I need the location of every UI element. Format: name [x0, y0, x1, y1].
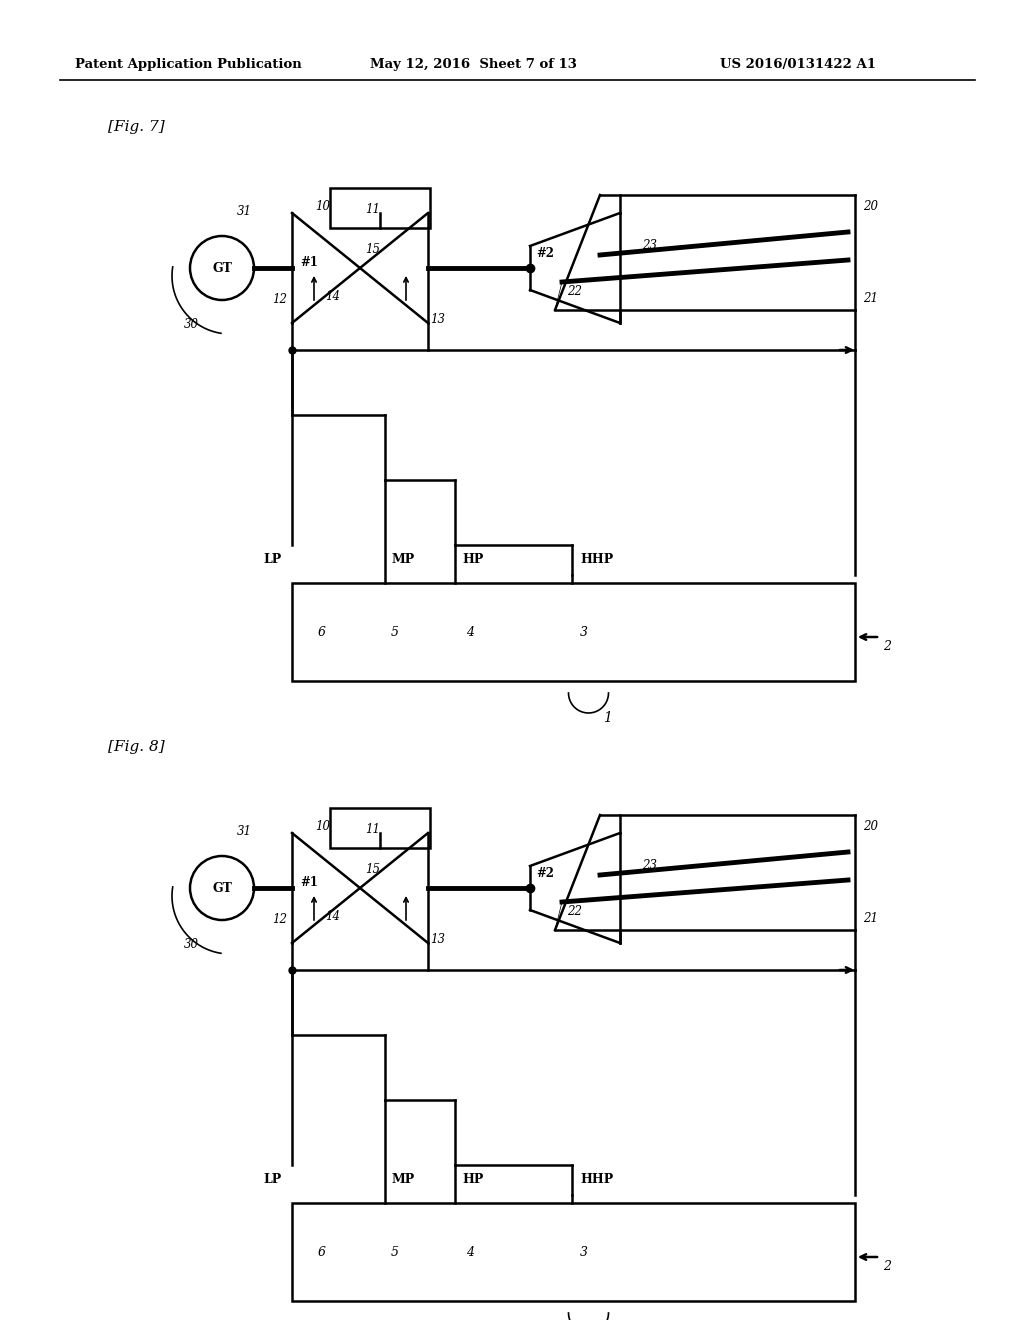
Text: 31: 31 [237, 825, 252, 838]
Text: 22: 22 [567, 906, 582, 917]
Text: 23: 23 [642, 239, 657, 252]
Text: HP: HP [462, 553, 483, 566]
Bar [330, 808, 430, 847]
Text: 30: 30 [184, 318, 199, 331]
Text: LP: LP [264, 1173, 282, 1185]
Text: 1: 1 [603, 711, 612, 725]
Text: 10: 10 [315, 820, 330, 833]
Text: MP: MP [391, 1173, 415, 1185]
Text: 4: 4 [466, 1246, 474, 1258]
Text: 31: 31 [237, 205, 252, 218]
Text: 6: 6 [318, 1246, 326, 1258]
Text: 11: 11 [365, 822, 380, 836]
Text: HHP: HHP [581, 553, 613, 566]
Text: May 12, 2016  Sheet 7 of 13: May 12, 2016 Sheet 7 of 13 [370, 58, 577, 71]
Text: HHP: HHP [581, 1173, 613, 1185]
Text: US 2016/0131422 A1: US 2016/0131422 A1 [720, 58, 876, 71]
Text: #2: #2 [536, 247, 554, 260]
Bar [292, 583, 855, 681]
Text: 22: 22 [567, 285, 582, 298]
Text: 2: 2 [883, 640, 891, 653]
Text: 10: 10 [315, 201, 330, 213]
Text: GT: GT [212, 882, 232, 895]
Text: [Fig. 7]: [Fig. 7] [108, 120, 165, 135]
Text: 20: 20 [863, 201, 878, 213]
Text: 21: 21 [863, 292, 878, 305]
Text: #1: #1 [300, 876, 317, 890]
Bar [330, 187, 430, 228]
Text: #2: #2 [536, 867, 554, 880]
Text: 15: 15 [365, 863, 380, 876]
Text: 6: 6 [318, 626, 326, 639]
Text: 23: 23 [642, 859, 657, 873]
Text: Patent Application Publication: Patent Application Publication [75, 58, 302, 71]
Text: LP: LP [264, 553, 282, 566]
Text: 4: 4 [466, 626, 474, 639]
Text: 15: 15 [365, 243, 380, 256]
Text: MP: MP [391, 553, 415, 566]
Text: #1: #1 [300, 256, 317, 269]
Text: 20: 20 [863, 820, 878, 833]
Text: 12: 12 [272, 913, 287, 927]
Text: 30: 30 [184, 939, 199, 950]
Text: GT: GT [212, 261, 232, 275]
Text: 14: 14 [325, 290, 340, 304]
Text: 14: 14 [325, 909, 340, 923]
Text: 11: 11 [365, 203, 380, 216]
Text: 2: 2 [883, 1261, 891, 1274]
Text: 3: 3 [580, 626, 588, 639]
Text: 5: 5 [391, 626, 399, 639]
Text: 5: 5 [391, 1246, 399, 1258]
Text: HP: HP [462, 1173, 483, 1185]
Text: 12: 12 [272, 293, 287, 306]
Text: 21: 21 [863, 912, 878, 925]
Text: 13: 13 [430, 313, 445, 326]
Text: 13: 13 [430, 933, 445, 946]
Text: 3: 3 [580, 1246, 588, 1258]
Text: [Fig. 8]: [Fig. 8] [108, 741, 165, 754]
Bar [292, 1203, 855, 1302]
